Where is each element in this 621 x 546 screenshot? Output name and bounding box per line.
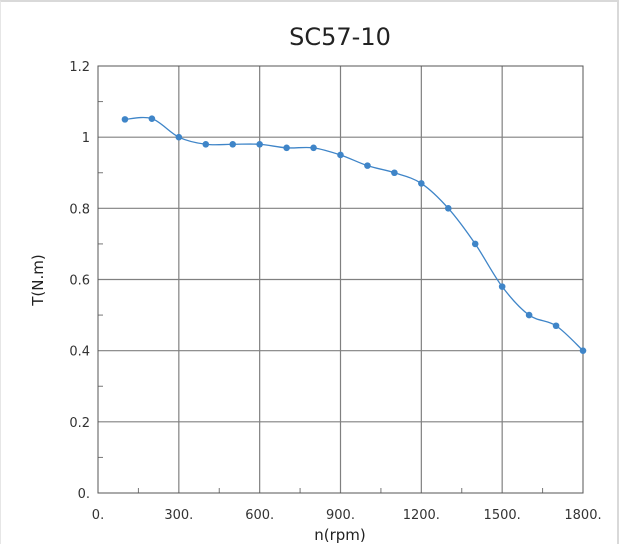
data-point	[229, 140, 237, 148]
y-tick-label: 0.4	[69, 345, 90, 360]
x-tick-label: 1800.	[564, 508, 601, 523]
data-point	[283, 144, 290, 152]
data-point	[310, 144, 317, 152]
y-tick-label: 1	[82, 131, 90, 146]
grid	[98, 66, 583, 493]
y-tick-label: 0.	[78, 487, 90, 502]
data-point	[471, 240, 479, 248]
data-point	[202, 140, 210, 148]
x-tick-label: 600.	[245, 508, 274, 523]
data-point	[579, 347, 587, 354]
x-tick-label: 1500.	[484, 508, 521, 523]
data-point	[175, 133, 183, 141]
data-point	[364, 162, 371, 169]
data-point	[444, 205, 452, 212]
plot-area-border	[97, 65, 584, 494]
x-tick-labels: 0. 300. 600. 900. 1200. 1500. 1800.	[92, 508, 602, 523]
x-tick-label: 300.	[164, 508, 193, 523]
data-point	[418, 180, 425, 187]
series-line	[124, 116, 584, 352]
data-point	[121, 116, 129, 123]
data-point	[552, 322, 560, 330]
data-point	[256, 140, 263, 148]
data-point	[498, 283, 506, 290]
x-tick-label: 0.	[92, 508, 104, 523]
x-axis-label: n(rpm)	[314, 526, 366, 544]
y-tick-label: 1.2	[69, 60, 90, 75]
y-tick-labels: 0. 0.2 0.4 0.6 0.8 1 1.2	[69, 60, 90, 502]
minor-ticks	[98, 101, 544, 493]
x-tick-label: 1200.	[403, 508, 440, 523]
y-tick-label: 0.6	[69, 274, 90, 289]
series-group	[121, 115, 587, 354]
y-axis-label: T(N.m)	[29, 254, 47, 306]
data-point	[391, 169, 398, 177]
data-point	[337, 151, 344, 159]
data-point	[525, 311, 533, 319]
y-tick-label: 0.2	[69, 416, 90, 431]
x-tick-label: 900.	[326, 508, 355, 523]
data-point	[148, 115, 156, 122]
y-tick-label: 0.8	[69, 202, 90, 217]
chart-title: SC57-10	[289, 23, 391, 51]
